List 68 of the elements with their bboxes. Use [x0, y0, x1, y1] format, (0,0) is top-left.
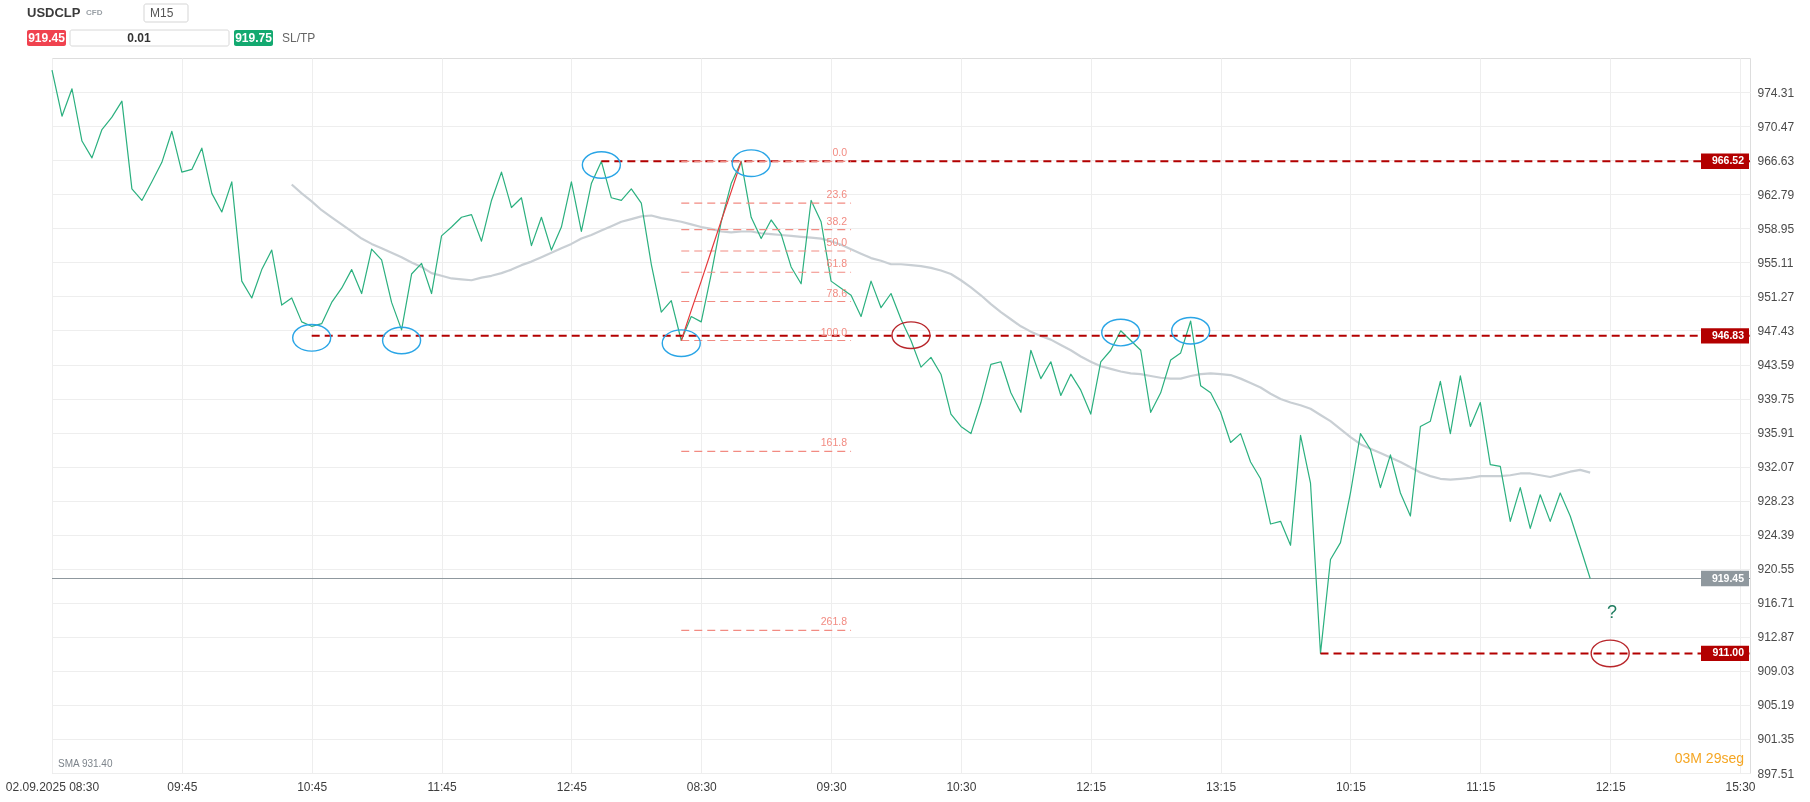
series-label: 78.6: [826, 286, 848, 299]
x-tick-label: 10:15: [1335, 779, 1367, 794]
y-tick-label: 909.03: [1757, 664, 1795, 679]
data-label: 911.00: [1712, 646, 1745, 659]
ref-line-label: 919.45: [1711, 571, 1745, 584]
x-tick-label: 08:30: [686, 779, 718, 794]
x-tick-label: 12:45: [556, 779, 588, 794]
y-tick-label: 966.63: [1757, 153, 1795, 168]
y-tick-label: 962.79: [1757, 187, 1795, 202]
y-tick-label: 916.71: [1757, 596, 1795, 611]
point: [381, 326, 422, 355]
x-tick-label: 10:45: [297, 779, 328, 794]
point: [661, 329, 701, 358]
line-series: [290, 183, 1592, 481]
x-tick-label: 11:45: [427, 779, 457, 794]
x-tick-label: 13:15: [1206, 779, 1237, 794]
series-label: 23.6: [826, 188, 848, 201]
y-tick-label: 970.47: [1757, 119, 1795, 134]
text: 919.45: [28, 31, 66, 45]
point: [291, 323, 332, 352]
point: [731, 149, 771, 178]
data-label: 966.52: [1711, 154, 1745, 167]
annotation: ?: [1607, 602, 1618, 622]
y-tick-label: 974.31: [1757, 85, 1795, 100]
x-tick-label: 15:30: [1725, 779, 1756, 794]
series-label: 261.8: [820, 615, 848, 628]
y-tick-label: 920.55: [1757, 562, 1795, 577]
series-label: 100.0: [820, 325, 848, 338]
annotation: SMA 931.40: [58, 758, 113, 769]
series-label: 50.0: [826, 235, 848, 248]
y-tick-label: 947.43: [1757, 323, 1795, 338]
y-tick-label: 905.19: [1757, 698, 1795, 713]
text: M15: [150, 6, 174, 20]
x-tick-label: 09:45: [167, 779, 198, 794]
line-series: [51, 69, 1591, 655]
series-label: 0.0: [832, 146, 848, 159]
x-tick-label: 02.09.2025 08:30: [5, 779, 100, 794]
y-tick-label: 932.07: [1757, 460, 1795, 475]
y-tick-label: 897.51: [1757, 766, 1795, 781]
series-label: 161.8: [820, 436, 848, 449]
y-tick-label: 955.11: [1757, 255, 1794, 270]
series-label: 38.2: [826, 214, 848, 227]
y-tick-label: 943.59: [1757, 358, 1795, 373]
text: 0.01: [127, 31, 151, 45]
y-tick-label: 901.35: [1757, 732, 1795, 747]
y-tick-label: 939.75: [1757, 392, 1795, 407]
chart-title: USDCLP: [27, 4, 81, 20]
point: [1101, 318, 1141, 347]
y-tick-label: 928.23: [1757, 494, 1795, 509]
x-tick-label: 11:15: [1466, 779, 1496, 794]
y-tick-label: 951.27: [1757, 289, 1795, 304]
text: 919.75: [235, 31, 273, 45]
point: [1170, 316, 1211, 345]
x-tick-label: 12:15: [1076, 779, 1107, 794]
text: SL/TP: [282, 31, 316, 45]
x-tick-label: 09:30: [816, 779, 847, 794]
text: CFD: [86, 8, 103, 17]
y-tick-label: 912.87: [1757, 630, 1795, 645]
x-tick-label: 10:30: [946, 779, 977, 794]
data-label: 946.83: [1711, 328, 1745, 341]
point: [891, 321, 931, 350]
annotation: 03M 29seg: [1674, 750, 1744, 766]
y-tick-label: 958.95: [1757, 221, 1795, 236]
point: [581, 150, 622, 179]
x-tick-label: 12:15: [1595, 779, 1626, 794]
y-tick-label: 935.91: [1757, 426, 1795, 441]
y-tick-label: 924.39: [1757, 528, 1795, 543]
point: [1590, 639, 1630, 668]
